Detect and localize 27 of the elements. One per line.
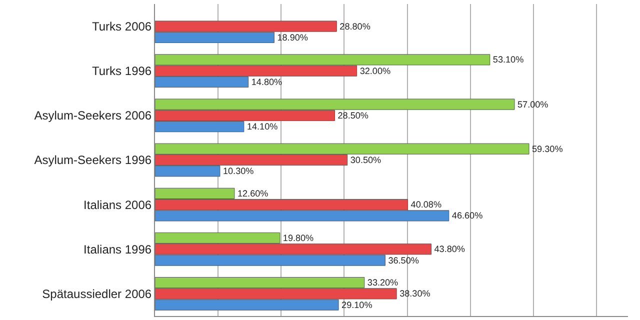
data-label: 28.50% bbox=[338, 110, 368, 120]
data-label: 36.50% bbox=[388, 255, 419, 266]
data-label: 32.00% bbox=[360, 66, 391, 76]
data-label: 40.08% bbox=[410, 200, 442, 210]
data-label: 14.80% bbox=[251, 77, 282, 88]
data-label: 38.30% bbox=[400, 288, 430, 299]
data-label: 46.60% bbox=[452, 210, 483, 221]
data-label: 14.10% bbox=[246, 122, 278, 132]
data-label: 43.80% bbox=[434, 244, 465, 254]
data-label: 19.80% bbox=[282, 233, 314, 244]
data-label: 10.30% bbox=[222, 166, 254, 176]
data-label: 59.30% bbox=[532, 144, 563, 154]
data-label: 28.80% bbox=[340, 21, 370, 32]
data-label: 30.50% bbox=[350, 155, 382, 166]
data-label: 12.60% bbox=[237, 188, 268, 198]
data-label: 33.20% bbox=[367, 278, 398, 288]
y-tick-label: Turks 2006 bbox=[92, 19, 152, 34]
data-label: 53.10% bbox=[492, 54, 524, 65]
y-tick-label: Spätaussiedler 2006 bbox=[42, 286, 152, 301]
data-label: 29.10% bbox=[342, 300, 372, 310]
data-label: 57.00% bbox=[518, 99, 548, 110]
y-tick-label: Asylum-Seekers 2006 bbox=[34, 108, 152, 123]
y-tick-label: Italians 1996 bbox=[84, 242, 152, 256]
y-tick-label: Asylum-Seekers 1996 bbox=[34, 153, 152, 168]
data-label: 18.90% bbox=[277, 32, 308, 42]
y-tick-label: Turks 1996 bbox=[92, 64, 152, 78]
y-tick-label: Italians 2006 bbox=[84, 198, 152, 212]
